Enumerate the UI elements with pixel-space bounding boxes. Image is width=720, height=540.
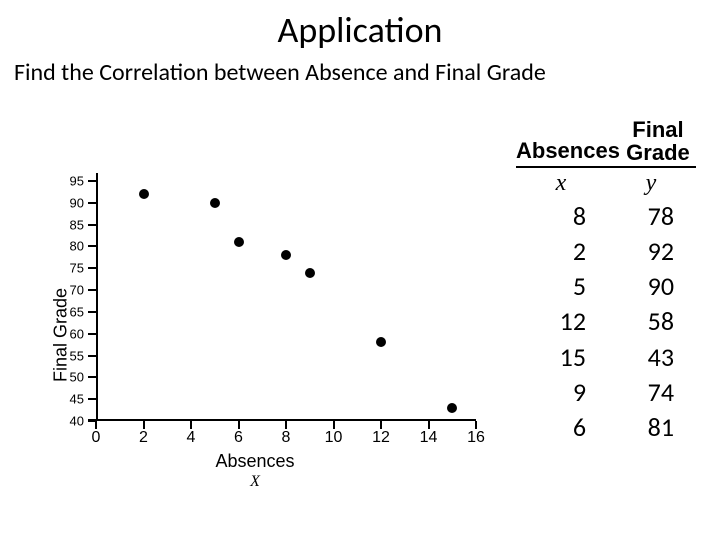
table-row: 590 xyxy=(516,269,696,304)
y-tick-label: 70 xyxy=(70,283,84,298)
y-tick xyxy=(88,398,96,400)
y-tick-label: 75 xyxy=(70,261,84,276)
table-row: 878 xyxy=(516,199,696,234)
scatter-point xyxy=(447,403,457,413)
table-cell-x: 15 xyxy=(516,340,604,375)
chart-xvar: X xyxy=(20,473,490,491)
x-tick xyxy=(190,421,192,429)
chart-xlabel-text: Absences xyxy=(215,451,294,471)
y-tick xyxy=(88,355,96,357)
page-title: Application xyxy=(0,0,720,52)
y-tick xyxy=(88,289,96,291)
x-tick-label: 4 xyxy=(187,429,196,447)
page-subtitle: Find the Correlation between Absence and… xyxy=(0,52,720,87)
y-tick-label: 50 xyxy=(70,370,84,385)
y-tick xyxy=(88,267,96,269)
scatter-point xyxy=(281,250,291,260)
chart-ylabel: Final Grade xyxy=(51,288,72,382)
x-tick-label: 16 xyxy=(467,429,485,447)
table-cell-x: 5 xyxy=(516,269,604,304)
x-tick-label: 8 xyxy=(282,429,291,447)
table-cell-x: 8 xyxy=(516,199,604,234)
y-tick xyxy=(88,245,96,247)
x-tick xyxy=(238,421,240,429)
x-tick xyxy=(380,421,382,429)
table-cell-y: 90 xyxy=(604,269,696,304)
scatter-point xyxy=(210,198,220,208)
table-cell-x: 12 xyxy=(516,304,604,339)
x-axis xyxy=(88,419,476,421)
y-tick xyxy=(88,311,96,313)
x-tick-label: 14 xyxy=(420,429,438,447)
y-tick xyxy=(88,333,96,335)
plot-area: 9590858075706560555045400246810121416 xyxy=(96,181,476,421)
x-tick-label: 12 xyxy=(372,429,390,447)
table-cell-x: 2 xyxy=(516,234,604,269)
scatter-point xyxy=(305,268,315,278)
y-tick-label: 80 xyxy=(70,239,84,254)
scatter-point xyxy=(234,237,244,247)
x-tick-label: 2 xyxy=(139,429,148,447)
table-y-label: y xyxy=(606,168,696,199)
y-tick xyxy=(88,180,96,182)
table-cell-y: 81 xyxy=(604,410,696,445)
table-header-finalgrade: Final Grade xyxy=(620,118,696,166)
chart-xlabel: Absences X xyxy=(20,452,490,491)
y-tick-label: 65 xyxy=(70,304,84,319)
table-row: 681 xyxy=(516,410,696,445)
table-cell-y: 58 xyxy=(604,304,696,339)
table-cell-y: 43 xyxy=(604,340,696,375)
y-tick-label: 45 xyxy=(70,392,84,407)
table-row: 1543 xyxy=(516,340,696,375)
scatter-chart: Final Grade 9590858075706560555045400246… xyxy=(20,175,490,495)
table-header-absences: Absences xyxy=(516,138,620,166)
table-cell-y: 78 xyxy=(604,199,696,234)
y-tick xyxy=(88,224,96,226)
table-header: Absences Final Grade xyxy=(516,118,696,168)
table-xy-row: x y xyxy=(516,168,696,199)
table-row: 974 xyxy=(516,375,696,410)
scatter-point xyxy=(376,337,386,347)
y-tick-label: 90 xyxy=(70,195,84,210)
y-tick-label: 95 xyxy=(70,174,84,189)
x-tick xyxy=(143,421,145,429)
y-tick-label: 60 xyxy=(70,326,84,341)
y-tick-label: 40 xyxy=(70,414,84,429)
x-tick xyxy=(95,421,97,429)
x-tick xyxy=(428,421,430,429)
x-tick-label: 6 xyxy=(234,429,243,447)
table-header-final: Final xyxy=(632,117,683,142)
y-tick-label: 85 xyxy=(70,217,84,232)
y-tick xyxy=(88,376,96,378)
data-table: Absences Final Grade x y 878292590125815… xyxy=(516,118,696,445)
scatter-point xyxy=(139,189,149,199)
y-tick xyxy=(88,202,96,204)
x-tick-label: 0 xyxy=(92,429,101,447)
table-cell-x: 9 xyxy=(516,375,604,410)
table-cell-y: 74 xyxy=(604,375,696,410)
table-row: 292 xyxy=(516,234,696,269)
table-cell-y: 92 xyxy=(604,234,696,269)
y-tick-label: 55 xyxy=(70,348,84,363)
table-row: 1258 xyxy=(516,304,696,339)
x-tick-label: 10 xyxy=(325,429,343,447)
table-cell-x: 6 xyxy=(516,410,604,445)
table-x-label: x xyxy=(516,168,606,199)
x-tick xyxy=(333,421,335,429)
table-header-grade: Grade xyxy=(626,140,690,165)
y-axis xyxy=(96,173,98,421)
x-tick xyxy=(285,421,287,429)
x-tick xyxy=(475,421,477,429)
